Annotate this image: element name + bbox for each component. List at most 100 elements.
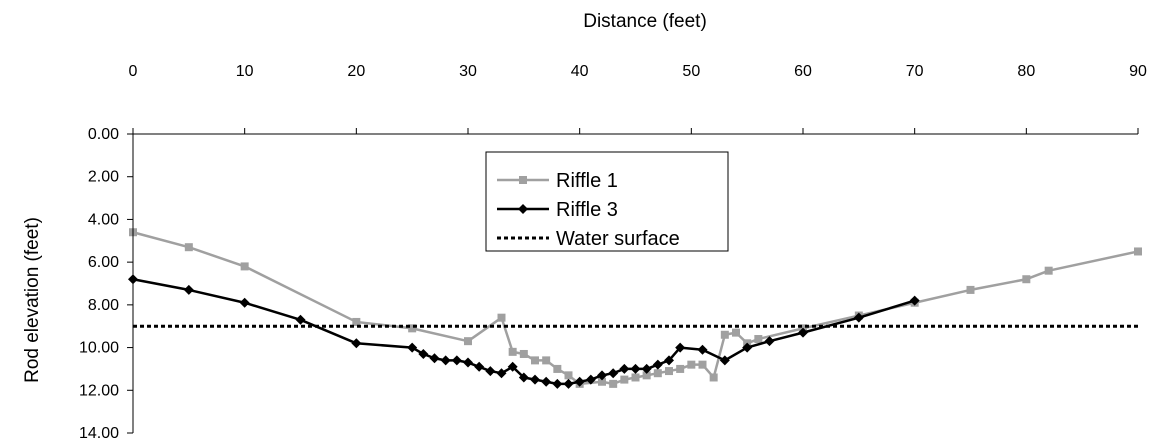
data-point-riffle-3	[507, 361, 518, 372]
x-axis-title: Distance (feet)	[583, 11, 707, 32]
x-tick-label: 60	[794, 63, 812, 80]
data-point-riffle-1	[598, 377, 606, 386]
legend: Riffle 1 Riffle 3 Water surface	[485, 151, 729, 252]
data-point-riffle-1	[1022, 275, 1031, 284]
data-point-riffle-3	[641, 363, 652, 374]
y-tick-label: 10.00	[79, 340, 119, 357]
legend-label-riffle-1: Riffle 1	[556, 170, 618, 192]
x-tick-label: 80	[1017, 63, 1035, 80]
data-point-riffle-1	[631, 373, 640, 382]
axes-layer: 0 10 20 30 40 50 60 70 80 90 0.00 2.00 4.00 6.00 8.00 1…	[79, 63, 1147, 442]
data-point-riffle-3	[853, 312, 864, 323]
data-point-riffle-3	[585, 374, 596, 385]
y-tick-label: 0.00	[88, 126, 119, 143]
data-point-riffle-3	[719, 355, 730, 366]
data-point-riffle-1	[642, 371, 651, 380]
data-point-riffle-3	[563, 378, 574, 389]
data-point-riffle-3	[518, 372, 529, 383]
data-point-riffle-1	[966, 285, 975, 294]
data-point-riffle-3	[440, 355, 451, 366]
series-line-riffle-1	[132, 231, 1139, 386]
data-point-riffle-1	[609, 379, 618, 388]
data-point-riffle-3	[496, 368, 507, 379]
y-axis-title: Rod elevation (feet)	[22, 217, 43, 383]
x-tick-label: 20	[347, 63, 365, 80]
y-tick-label: 4.00	[88, 211, 119, 228]
data-point-riffle-3	[451, 355, 462, 366]
legend-item-riffle-3: Riffle 3	[497, 199, 618, 221]
data-point-riffle-3	[597, 370, 607, 381]
data-point-riffle-3	[909, 295, 920, 306]
data-point-riffle-3	[541, 376, 552, 387]
y-tick-label: 14.00	[79, 425, 119, 442]
data-point-riffle-3	[619, 363, 630, 374]
x-tick-label: 70	[906, 63, 924, 80]
data-point-riffle-3	[675, 342, 686, 353]
data-point-riffle-3	[183, 284, 194, 295]
data-point-riffle-1	[352, 317, 361, 326]
y-tick-label: 8.00	[88, 297, 119, 314]
data-point-riffle-3	[764, 336, 775, 347]
x-tick-label: 40	[571, 63, 589, 80]
legend-label-riffle-3: Riffle 3	[556, 199, 618, 221]
data-point-riffle-1	[732, 328, 740, 337]
data-point-riffle-3	[429, 353, 440, 364]
data-point-riffle-1	[408, 324, 417, 333]
data-point-riffle-3	[630, 363, 641, 374]
data-point-riffle-3	[608, 368, 619, 379]
data-point-riffle-1	[497, 313, 506, 322]
legend-item-water-surface: Water surface	[497, 228, 680, 250]
x-tick-label: 90	[1129, 63, 1147, 80]
data-point-riffle-3	[407, 342, 418, 353]
data-point-riffle-3	[239, 297, 250, 308]
data-point-riffle-3	[652, 359, 663, 370]
legend-item-riffle-1: Riffle 1	[497, 170, 618, 192]
data-point-riffle-3	[574, 376, 585, 387]
data-point-riffle-1	[754, 335, 763, 344]
data-point-riffle-1	[508, 347, 517, 356]
legend-items: Riffle 1 Riffle 3 Water surface	[497, 170, 680, 250]
y-tick-label: 2.00	[88, 169, 119, 186]
data-point-riffle-3	[530, 374, 540, 385]
data-point-riffle-1	[184, 243, 193, 252]
data-point-riffle-3	[474, 361, 485, 372]
data-point-riffle-1	[564, 371, 573, 380]
data-point-riffle-3	[485, 366, 496, 377]
data-point-riffle-1	[720, 330, 729, 339]
x-tick-label: 30	[459, 63, 477, 80]
data-point-riffle-3	[351, 338, 362, 349]
series-layer	[128, 228, 1142, 389]
series-line-riffle-3	[132, 278, 916, 386]
data-point-riffle-1	[464, 337, 472, 346]
data-point-riffle-3	[742, 342, 753, 353]
data-point-riffle-1	[542, 356, 551, 365]
data-point-riffle-1	[653, 369, 662, 378]
data-point-riffle-3	[664, 355, 674, 366]
data-point-riffle-1	[620, 375, 629, 384]
series-riffle-3	[128, 274, 920, 389]
y-tick-label: 6.00	[88, 254, 119, 271]
data-point-riffle-1	[240, 262, 249, 271]
data-point-riffle-1	[553, 364, 562, 373]
data-point-riffle-3	[463, 357, 473, 368]
x-tick-label: 0	[129, 63, 138, 80]
data-point-riffle-3	[697, 344, 708, 355]
data-point-riffle-1	[709, 373, 718, 382]
legend-box	[485, 151, 729, 252]
data-point-riffle-1	[531, 356, 539, 365]
data-point-riffle-3	[295, 314, 306, 325]
legend-label-water-surface: Water surface	[556, 228, 680, 250]
data-point-riffle-1	[698, 360, 707, 369]
x-tick-label: 50	[682, 63, 700, 80]
legend-marker-riffle-3	[518, 204, 528, 214]
data-point-riffle-1	[687, 360, 696, 369]
y-tick-label: 12.00	[79, 382, 119, 399]
data-point-riffle-3	[798, 327, 808, 338]
data-point-riffle-1	[676, 364, 685, 373]
data-point-riffle-1	[665, 367, 673, 376]
data-point-riffle-1	[1044, 266, 1053, 275]
x-tick-label: 10	[236, 63, 254, 80]
data-point-riffle-3	[552, 378, 563, 389]
